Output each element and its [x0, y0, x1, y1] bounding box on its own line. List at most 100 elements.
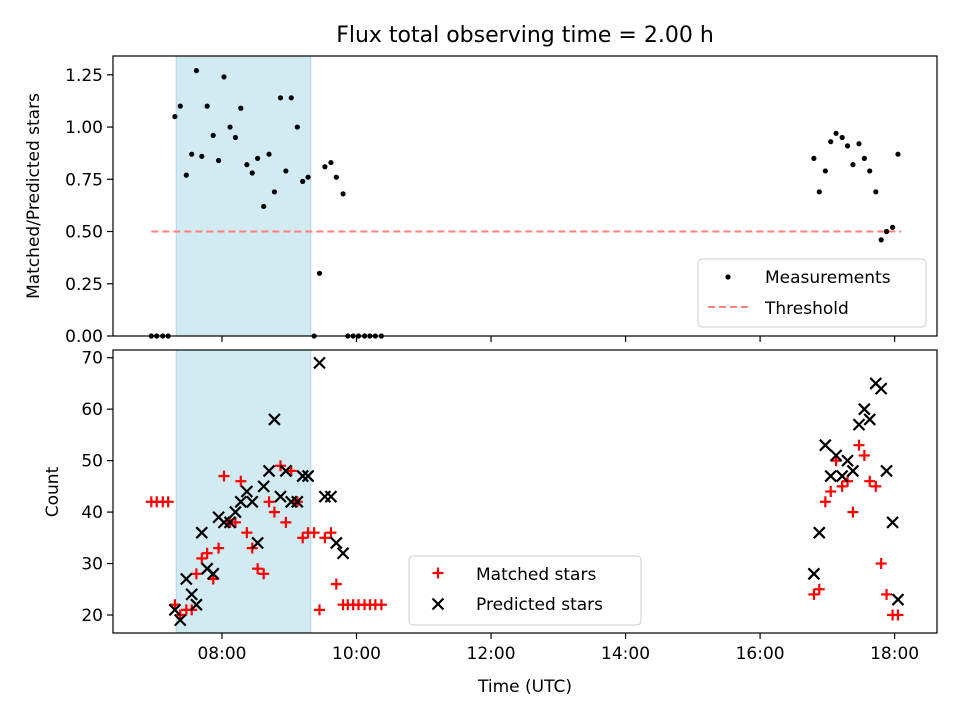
- measurement-point: [316, 270, 323, 276]
- top-axes-frame: [112, 55, 938, 337]
- predicted-stars-point: [296, 469, 309, 483]
- legend-measurements-marker: [725, 274, 731, 280]
- matched-stars-point: [241, 527, 253, 539]
- top-y-tick-label: 0.00: [65, 327, 103, 347]
- matched-stars-point: [813, 583, 825, 595]
- predicted-stars-point: [852, 418, 866, 431]
- predicted-stars-point: [185, 588, 198, 601]
- matched-stars-point: [875, 558, 887, 570]
- bottom-x-ticks: 08:00 10:00 12:00 14:00 16:00 18:00: [197, 633, 919, 664]
- measurement-point: [861, 155, 867, 161]
- predicted-stars-point: [313, 356, 326, 370]
- measurement-point: [277, 95, 284, 101]
- measurement-point: [189, 151, 195, 157]
- matched-stars-point: [263, 496, 275, 508]
- measurement-point: [183, 172, 189, 178]
- legend-predicted-label: Predicted stars: [476, 595, 603, 615]
- predicted-stars-point: [846, 464, 860, 478]
- matched-stars-point: [235, 475, 247, 487]
- measurement-point: [238, 105, 244, 111]
- measurement-point: [199, 153, 205, 159]
- matched-stars-point: [836, 480, 848, 492]
- predicted-stars-point: [173, 613, 187, 627]
- top-legend-box: [697, 258, 927, 328]
- legend-plus-glyph: [432, 567, 444, 579]
- x-tick-label: 18:00: [870, 644, 919, 664]
- predicted-stars-point: [206, 567, 220, 581]
- measurement-point: [294, 124, 300, 130]
- predicted-stars-point: [195, 526, 209, 539]
- measurement-point: [873, 189, 879, 195]
- measurement-point: [300, 178, 306, 184]
- measurement-point: [878, 237, 884, 243]
- measurement-point: [322, 164, 328, 170]
- matched-stars-point: [892, 609, 904, 621]
- predicted-stars-point: [190, 598, 203, 611]
- predicted-stars-point: [807, 567, 821, 581]
- matched-stars-point: [808, 588, 820, 600]
- matched-stars-point: [853, 439, 865, 451]
- matched-stars-point: [819, 496, 831, 508]
- predicted-stars-point: [168, 603, 182, 617]
- predicted-stars-point: [824, 469, 837, 483]
- measurement-point: [210, 132, 216, 139]
- matched-stars-point: [218, 470, 230, 482]
- predicted-stars-point: [251, 536, 264, 550]
- matched-stars-point: [330, 578, 342, 590]
- measurement-point: [305, 174, 311, 180]
- matched-stars-point: [162, 496, 174, 508]
- predicted-stars-point: [301, 469, 315, 483]
- panel-bottom: 08:00 10:00 12:00 14:00 16:00 18:00 20 30 40 50 6…: [43, 349, 938, 697]
- measurement-point: [266, 151, 272, 157]
- measurement-point: [895, 151, 901, 157]
- legend-threshold-label: Threshold: [764, 299, 849, 319]
- predicted-stars-point: [268, 413, 281, 426]
- measurement-point: [172, 113, 178, 120]
- matched-stars-point: [252, 563, 264, 575]
- top-y-tick-label: 0.75: [65, 170, 103, 190]
- bottom-legend: Matched stars Predicted stars: [408, 555, 642, 626]
- measurement-point: [844, 143, 851, 149]
- top-y-tick-label: 1.25: [65, 66, 103, 86]
- matched-stars-point: [870, 480, 882, 492]
- matched-stars-point: [190, 568, 202, 580]
- series-measurements: [148, 68, 901, 339]
- measurement-point: [193, 68, 200, 74]
- bottom-legend-box: [408, 555, 642, 626]
- measurement-point: [232, 134, 239, 141]
- matched-stars-point: [258, 568, 270, 580]
- predicted-stars-point: [257, 480, 270, 493]
- legend-measurements-label: Measurements: [765, 268, 891, 288]
- measurement-point: [333, 174, 339, 180]
- top-shaded-interval: [175, 55, 312, 337]
- measurement-point: [890, 224, 896, 230]
- series-matched-stars: [145, 439, 904, 621]
- matched-stars-point: [280, 516, 292, 528]
- measurement-point: [340, 191, 346, 197]
- predicted-stars-point: [336, 546, 350, 560]
- x-tick-label: 16:00: [736, 644, 785, 664]
- bottom-axes-frame: [112, 349, 938, 634]
- matched-stars-point: [858, 449, 870, 461]
- top-plot-area: [148, 55, 902, 339]
- matched-stars-point: [825, 486, 837, 497]
- measurement-point: [828, 139, 834, 145]
- predicted-stars-point: [291, 495, 304, 509]
- predicted-stars-point: [223, 516, 237, 529]
- matched-stars-point: [864, 475, 876, 487]
- matched-stars-point: [325, 527, 337, 539]
- measurement-point: [816, 189, 822, 195]
- measurement-point: [867, 168, 873, 174]
- x-tick-label: 10:00: [332, 644, 381, 664]
- bottom-y-tick-label: 30: [81, 555, 103, 575]
- legend-predicted-marker: [431, 597, 445, 611]
- predicted-stars-point: [245, 495, 259, 509]
- panel-top: 0.00 0.25 0.50 0.75 1.00 1.25 Matched/Predict…: [24, 55, 938, 347]
- measurement-point: [227, 124, 233, 130]
- legend-x-glyph: [431, 597, 445, 611]
- measurement-point: [255, 155, 261, 161]
- measurement-point: [288, 95, 294, 101]
- measurement-point: [283, 168, 289, 174]
- measurement-point: [856, 141, 862, 147]
